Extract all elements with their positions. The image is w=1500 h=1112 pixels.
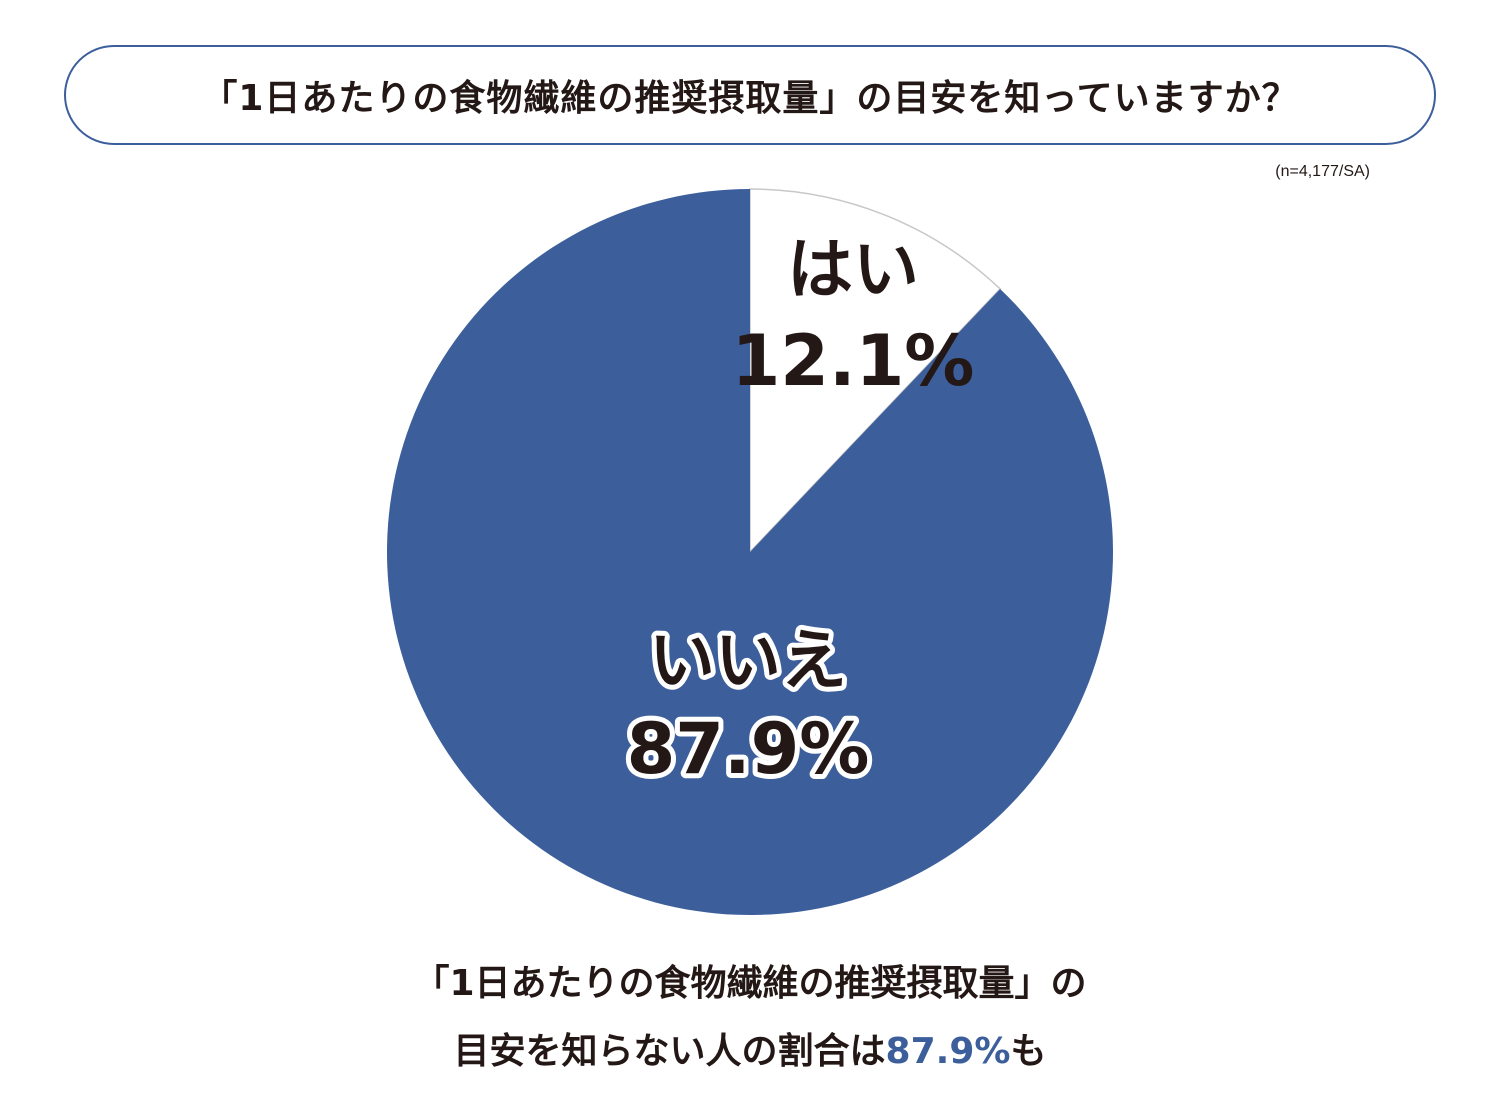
chart-title: 「1日あたりの食物繊維の推奨摂取量」の目安を知っていますか？ xyxy=(201,78,1299,119)
sample-size-note: (n=4,177/SA) xyxy=(1275,163,1370,180)
caption-line-2: 目安を知らない人の割合は87.9%も xyxy=(0,1018,1500,1086)
caption-line-2-prefix: 目安を知らない人の割合は xyxy=(453,1031,886,1072)
caption-line-2-suffix: も xyxy=(1010,1031,1047,1072)
slice-label-no: いいえ xyxy=(649,622,847,699)
slice-label-yes: はい xyxy=(787,231,919,308)
title-box: 「1日あたりの食物繊維の推奨摂取量」の目安を知っていますか？ xyxy=(64,45,1436,145)
pie-chart: はい 12.1% いいえ 87.9% xyxy=(387,188,1114,916)
caption-line-1: 「1日あたりの食物繊維の推奨摂取量」の xyxy=(413,963,1087,1004)
pie-slice-no xyxy=(387,189,1114,916)
slice-value-yes: 12.1% xyxy=(732,320,975,402)
caption: 「1日あたりの食物繊維の推奨摂取量」の 目安を知らない人の割合は87.9%も xyxy=(0,950,1500,1086)
caption-highlight-value: 87.9% xyxy=(885,1031,1011,1072)
slice-value-no: 87.9% xyxy=(627,708,870,790)
pie-slice-yes xyxy=(749,188,1002,554)
